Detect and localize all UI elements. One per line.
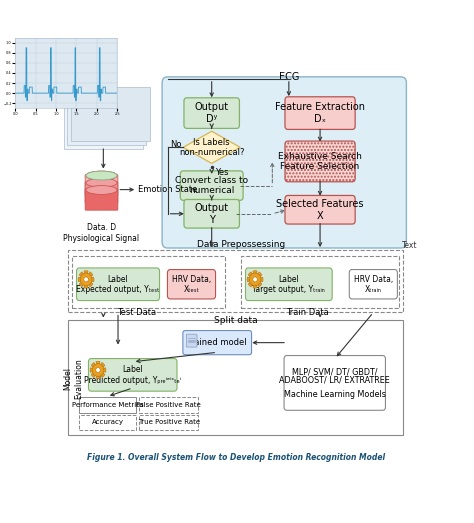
Text: False Positive Rate: False Positive Rate [137,402,201,407]
Bar [67,91,146,145]
Wedge shape [98,370,105,378]
FancyBboxPatch shape [89,359,177,391]
Wedge shape [78,277,86,282]
Wedge shape [84,271,88,279]
Bar [241,256,399,309]
Bar [139,415,198,429]
Wedge shape [255,272,262,279]
FancyBboxPatch shape [85,182,118,203]
Wedge shape [79,272,86,279]
FancyBboxPatch shape [284,356,385,411]
Ellipse shape [86,186,117,195]
Text: ECG: ECG [279,72,299,82]
Text: Machine Learning Models: Machine Learning Models [284,391,386,400]
Wedge shape [98,362,105,370]
FancyBboxPatch shape [246,268,332,301]
FancyBboxPatch shape [85,189,118,210]
Text: Label
Expected output, Yₜₑₛₜ: Label Expected output, Yₜₑₛₜ [76,275,160,294]
Bar [64,95,143,150]
Bar [68,250,403,312]
Wedge shape [84,279,88,288]
Circle shape [96,368,100,372]
FancyBboxPatch shape [184,199,239,228]
Text: Is Labels
non-numerical?: Is Labels non-numerical? [179,138,245,157]
Circle shape [84,277,88,282]
Text: Output
Dʸ: Output Dʸ [195,103,229,124]
Text: Selected Features
X: Selected Features X [276,199,364,221]
Text: Trained model: Trained model [187,338,247,347]
Bar [71,87,150,141]
Text: Label
Predicted output, Yₚᵣₑⁱᵉⁱᶜₜₑⁱ: Label Predicted output, Yₚᵣₑⁱᵉⁱᶜₜₑⁱ [84,365,181,384]
FancyBboxPatch shape [162,77,406,248]
Circle shape [92,363,104,377]
Text: Split data: Split data [214,316,257,325]
Wedge shape [253,271,257,279]
FancyBboxPatch shape [184,98,239,129]
Ellipse shape [86,178,117,187]
Bar [80,396,137,413]
Text: Test Data: Test Data [117,308,156,317]
FancyBboxPatch shape [85,175,118,196]
FancyBboxPatch shape [186,334,197,347]
Text: Performance Metrics: Performance Metrics [72,402,144,407]
Ellipse shape [86,171,117,180]
Bar [139,396,198,413]
Wedge shape [253,279,257,288]
Wedge shape [90,368,98,372]
Wedge shape [91,370,98,378]
Bar [80,415,137,429]
Text: Data. D
Physiological Signal: Data. D Physiological Signal [64,223,139,243]
FancyBboxPatch shape [349,269,397,299]
Text: Data Prepossessing: Data Prepossessing [197,240,285,249]
Text: Accuracy: Accuracy [92,419,124,425]
Wedge shape [91,362,98,370]
Text: Figure 1. Overall System Flow to Develop Emotion Recognition Model: Figure 1. Overall System Flow to Develop… [87,453,384,462]
Circle shape [80,273,92,286]
Wedge shape [96,370,100,379]
Text: Text: Text [402,242,418,251]
FancyBboxPatch shape [183,331,252,355]
Wedge shape [86,272,93,279]
Text: MLP/ SVM/ DT/ GBDT/: MLP/ SVM/ DT/ GBDT/ [292,367,377,376]
Wedge shape [96,361,100,370]
Text: Feature Extraction
Dₓ: Feature Extraction Dₓ [275,103,365,124]
Wedge shape [98,368,106,372]
FancyBboxPatch shape [285,97,355,129]
Text: HRV Data,
Xₜₑₛₜ: HRV Data, Xₜₑₛₜ [172,275,211,294]
FancyBboxPatch shape [167,269,216,299]
Wedge shape [86,279,93,287]
Text: Train Data: Train Data [286,308,328,317]
Text: Model
Evaluation: Model Evaluation [64,358,83,399]
Text: Exhaustive Search
Feature Selection: Exhaustive Search Feature Selection [278,152,362,171]
Text: No: No [170,140,182,149]
Wedge shape [248,279,255,287]
Text: Emotion State: Emotion State [138,185,198,194]
Text: True Positive Rate: True Positive Rate [137,419,200,425]
FancyBboxPatch shape [285,196,355,224]
Text: Output
Y: Output Y [195,203,229,224]
Wedge shape [86,277,94,282]
Ellipse shape [86,171,117,180]
Wedge shape [79,279,86,287]
Text: Label
Target output, Yₜᵣₐᵢₙ: Label Target output, Yₜᵣₐᵢₙ [253,275,325,294]
FancyBboxPatch shape [180,171,243,200]
Circle shape [249,273,261,286]
Text: Convert class to
numerical: Convert class to numerical [175,176,248,195]
Wedge shape [255,277,263,282]
Text: HRV Data,
Xₜᵣₐᵢₙ: HRV Data, Xₜᵣₐᵢₙ [354,275,393,294]
Wedge shape [255,279,262,287]
Circle shape [253,277,257,282]
Wedge shape [247,277,255,282]
Text: ADABOOST/ LR/ EXTRATREE: ADABOOST/ LR/ EXTRATREE [279,375,390,384]
FancyBboxPatch shape [76,268,160,301]
FancyBboxPatch shape [285,141,355,182]
Text: Yes: Yes [215,168,228,177]
Wedge shape [248,272,255,279]
Polygon shape [183,131,240,163]
Bar [72,256,225,309]
Bar [68,321,403,435]
